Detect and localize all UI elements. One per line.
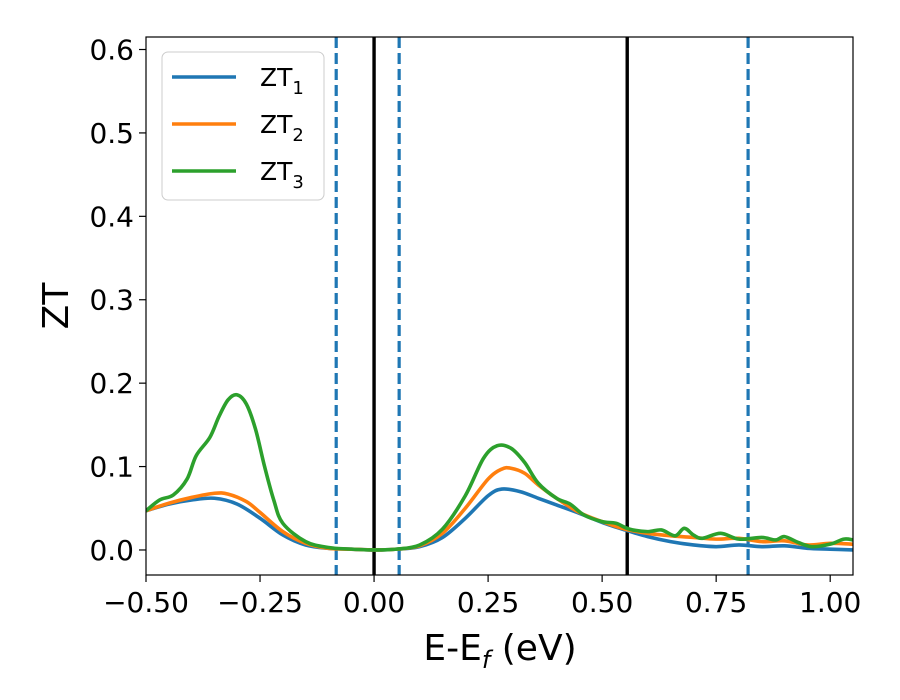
legend: ZT1 ZT2 ZT3 bbox=[161, 51, 325, 201]
y-tick-label: 0.1 bbox=[89, 451, 134, 484]
x-axis-label: E-Ef (eV) bbox=[423, 628, 576, 674]
legend-label-zt3: ZT3 bbox=[260, 157, 304, 193]
x-tick-label: 0.75 bbox=[685, 586, 747, 619]
y-tick-label: 0.2 bbox=[89, 367, 134, 400]
series-line-zt2 bbox=[146, 465, 853, 552]
legend-box bbox=[161, 51, 325, 201]
y-tick-label: 0.6 bbox=[89, 34, 134, 67]
x-tick-label: −0.25 bbox=[217, 586, 303, 619]
x-tick-label: 0.00 bbox=[343, 586, 405, 619]
y-tick-label: 0.0 bbox=[89, 534, 134, 567]
y-tick-label: 0.4 bbox=[89, 200, 134, 233]
x-tick-label: −0.50 bbox=[103, 586, 189, 619]
series-line-zt3 bbox=[146, 392, 853, 552]
x-tick-label: 0.25 bbox=[457, 586, 519, 619]
legend-label-zt2: ZT2 bbox=[260, 110, 304, 146]
legend-label-zt1: ZT1 bbox=[260, 63, 304, 99]
axis-ticks: −0.50 −0.25 0.00 0.25 0.50 0.75 1.00 0.0 0.1 0.2 0… bbox=[89, 34, 861, 619]
x-tick-label: 1.00 bbox=[799, 586, 861, 619]
y-tick-label: 0.3 bbox=[89, 284, 134, 317]
x-tick-label: 0.50 bbox=[571, 586, 633, 619]
series-line-zt1 bbox=[146, 487, 853, 552]
y-axis-label: ZT bbox=[36, 282, 77, 330]
plot-area bbox=[146, 37, 853, 575]
y-tick-label: 0.5 bbox=[89, 117, 134, 150]
x-axis-label-unit: (eV) bbox=[490, 628, 576, 669]
plot-frame bbox=[145, 36, 854, 576]
